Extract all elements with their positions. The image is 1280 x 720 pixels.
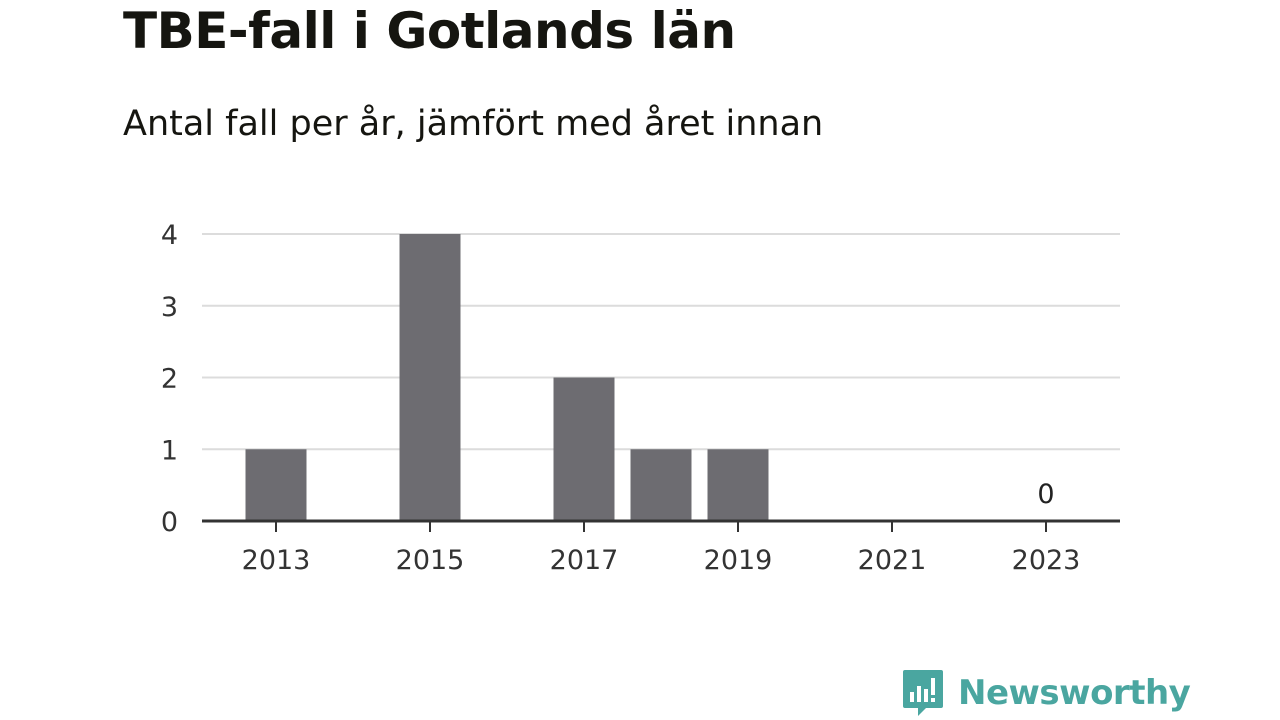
- bar-2013: [245, 449, 307, 521]
- newsworthy-logo-icon: [903, 670, 943, 716]
- brand-logo: Newsworthy: [902, 668, 1191, 718]
- y-tick-label: 4: [161, 220, 178, 251]
- x-tick-label: 2023: [1012, 545, 1081, 576]
- axes: [202, 519, 1120, 532]
- labels: 0 1 2 3 4 2013 2015 2017 2019 2021 2023 0: [161, 220, 1081, 576]
- chart-subtitle: Antal fall per år, jämfört med året inna…: [123, 104, 824, 144]
- grid-lines: [202, 233, 1120, 451]
- x-tick-label: 2013: [242, 545, 311, 576]
- bars: [245, 234, 769, 521]
- chart-title: TBE-fall i Gotlands län: [123, 2, 736, 60]
- bar-2017: [553, 377, 615, 521]
- bar-2015: [399, 234, 461, 521]
- x-tick-label: 2019: [704, 545, 773, 576]
- y-tick-label: 1: [161, 435, 178, 466]
- y-tick-label: 2: [161, 364, 178, 395]
- data-label-2023: 0: [1037, 479, 1054, 510]
- y-tick-label: 0: [161, 507, 178, 538]
- bar-2018: [630, 449, 692, 521]
- brand-name: Newsworthy: [958, 673, 1191, 713]
- bar-2019: [707, 449, 769, 521]
- x-tick-label: 2015: [396, 545, 465, 576]
- y-tick-label: 3: [161, 292, 178, 323]
- x-tick-label: 2021: [858, 545, 927, 576]
- x-tick-label: 2017: [550, 545, 619, 576]
